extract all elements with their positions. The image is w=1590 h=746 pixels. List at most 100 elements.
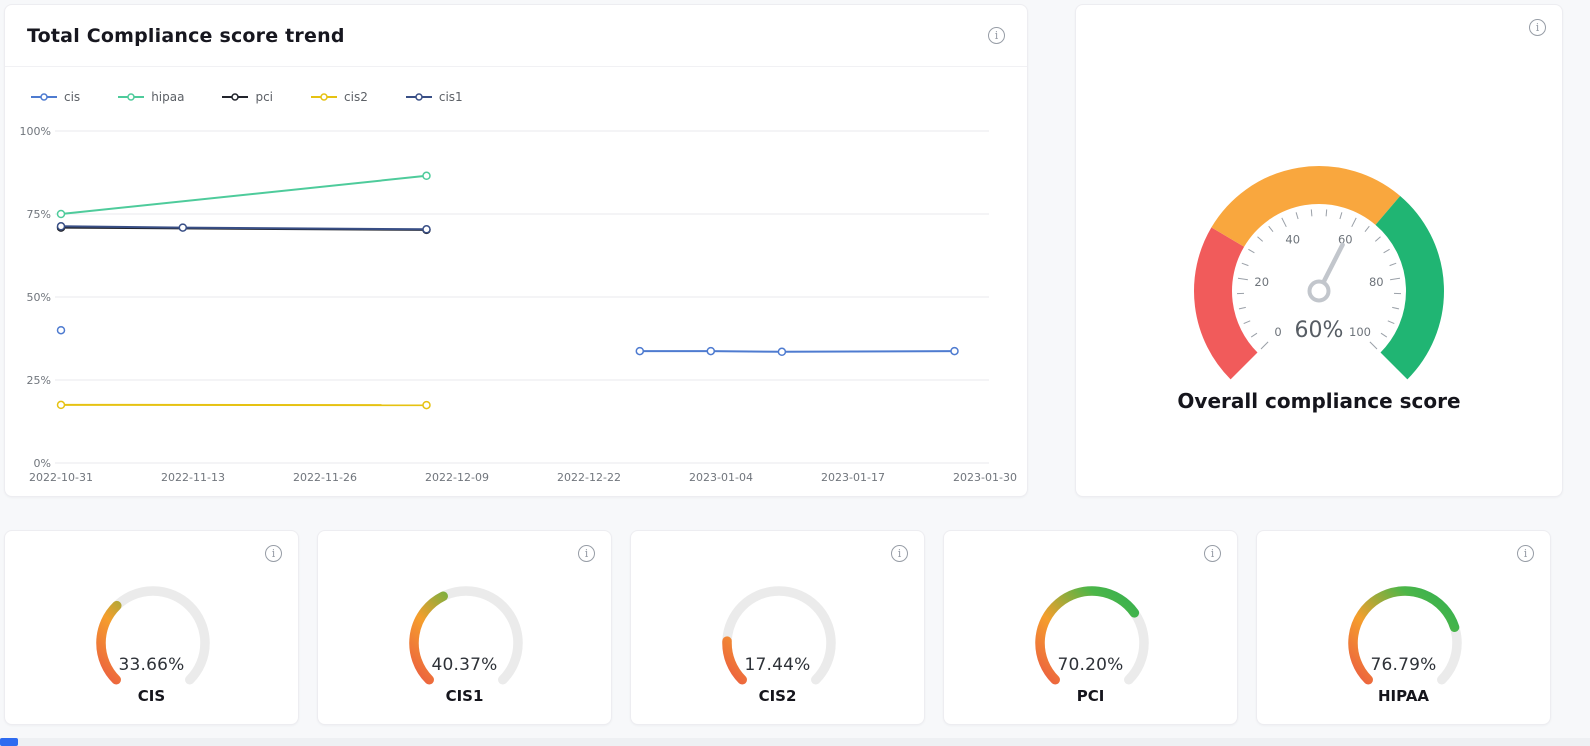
gauge-tick <box>1238 306 1246 310</box>
gauge-tick <box>1248 248 1255 254</box>
gauge-band <box>1194 227 1258 380</box>
info-icon[interactable]: i <box>265 545 282 562</box>
info-icon[interactable]: i <box>988 27 1005 44</box>
x-axis-label: 2022-12-09 <box>425 471 489 484</box>
gauge-tick <box>1241 262 1249 267</box>
legend-marker-icon <box>118 93 145 101</box>
gauge-axis-label: 20 <box>1254 275 1269 289</box>
mini-gauge-value-arc <box>96 600 122 685</box>
data-point-cis1[interactable] <box>56 222 66 231</box>
legend-label: cis <box>64 90 81 104</box>
info-icon[interactable]: i <box>578 545 595 562</box>
gauge-tick <box>1389 262 1397 267</box>
horizontal-scrollbar-track <box>0 738 1590 746</box>
score-value: 33.66% <box>118 655 185 675</box>
gauge-tick <box>1243 320 1251 325</box>
x-axis-label: 2022-10-31 <box>29 471 93 484</box>
gauge-axis-label: 100 <box>1349 325 1371 339</box>
data-point-cis2[interactable] <box>422 400 431 410</box>
overall-gauge-value: 60% <box>1295 318 1344 343</box>
gauge-tick <box>1339 212 1343 220</box>
legend-marker-icon <box>222 93 249 101</box>
score-label: CIS1 <box>445 687 484 705</box>
gauge-axis-label: 80 <box>1369 275 1384 289</box>
info-icon[interactable]: i <box>891 545 908 562</box>
legend-item-pci[interactable]: pci <box>222 90 273 104</box>
gauge-tick <box>1310 209 1313 217</box>
gauge-needle-hub <box>1307 279 1331 303</box>
trend-legend: cis hipaa pci cis2 cis1 <box>5 67 1027 109</box>
data-point-cis2[interactable] <box>56 400 66 410</box>
score-value: 70.20% <box>1057 655 1124 675</box>
legend-item-cis2[interactable]: cis2 <box>311 90 368 104</box>
gauge-tick <box>1257 236 1264 242</box>
legend-item-hipaa[interactable]: hipaa <box>118 90 184 104</box>
y-axis-label: 50% <box>27 291 51 304</box>
gauge-tick <box>1383 248 1390 254</box>
legend-label: pci <box>255 90 274 104</box>
mini-gauge <box>96 586 210 685</box>
mini-gauge <box>722 586 836 685</box>
horizontal-scrollbar-thumb[interactable] <box>0 738 18 746</box>
data-point-cis[interactable] <box>777 347 787 357</box>
y-axis-label: 100% <box>20 125 51 138</box>
overall-compliance-gauge: 60% 0 20 40 60 80 100 <box>1194 166 1444 380</box>
x-axis-label: 2022-11-26 <box>293 471 357 484</box>
legend-item-cis1[interactable]: cis1 <box>405 90 463 104</box>
data-point-cis[interactable] <box>635 346 645 356</box>
score-value: 17.44% <box>744 655 811 675</box>
mini-gauge <box>1035 586 1149 685</box>
gauge-tick <box>1374 236 1381 242</box>
trend-panel-header: Total Compliance score trend i <box>5 5 1027 67</box>
top-row: Total Compliance score trend i cis hipaa p… <box>4 4 1563 497</box>
overall-score-panel: i 60% 0 20 40 60 80 100 Overall compliance sc… <box>1075 4 1563 497</box>
x-axis-label: 2023-01-17 <box>821 471 885 484</box>
score-cards-row: i 33.66% CIS i 40.37% CIS1 i 17.44% CIS2… <box>0 497 1590 725</box>
series-line-hipaa <box>60 174 427 215</box>
y-axis-label: 0% <box>34 457 51 470</box>
score-card-cis2: i 17.44% CIS2 <box>630 530 925 725</box>
data-point-cis1[interactable] <box>422 225 431 234</box>
gauge-tick <box>1351 217 1357 228</box>
data-point-cis[interactable] <box>706 346 716 356</box>
score-label: HIPAA <box>1378 687 1429 705</box>
legend-label: cis1 <box>438 90 463 104</box>
score-card-hipaa: i 76.79% HIPAA <box>1256 530 1551 725</box>
overall-gauge-title: Overall compliance score <box>1177 389 1461 413</box>
mini-gauge <box>1348 586 1462 685</box>
info-icon[interactable]: i <box>1204 545 1221 562</box>
data-point-cis[interactable] <box>950 346 959 356</box>
y-axis-label: 25% <box>27 374 51 387</box>
x-axis-label: 2023-01-30 <box>953 471 1017 484</box>
mini-gauge-value-arc <box>1035 586 1140 685</box>
x-axis-label: 2023-01-04 <box>689 471 753 484</box>
info-icon[interactable]: i <box>1517 545 1534 562</box>
data-point-hipaa[interactable] <box>422 171 431 181</box>
score-card-pci: i 70.20% PCI <box>943 530 1238 725</box>
trend-panel: Total Compliance score trend i cis hipaa p… <box>4 4 1028 497</box>
data-point-hipaa[interactable] <box>56 209 66 219</box>
score-value: 40.37% <box>431 655 498 675</box>
trend-panel-title: Total Compliance score trend <box>27 24 345 47</box>
info-icon[interactable]: i <box>1529 19 1546 36</box>
data-point-cis[interactable] <box>56 325 66 335</box>
gauge-band <box>1375 195 1444 380</box>
legend-marker-icon <box>31 93 57 101</box>
mini-gauge-value-arc <box>722 636 747 685</box>
data-point-cis1[interactable] <box>178 223 188 232</box>
legend-marker-icon <box>405 93 432 101</box>
mini-gauge-value-arc <box>409 591 448 685</box>
gauge-tick <box>1325 209 1328 217</box>
mini-gauge-value-arc <box>1348 586 1460 685</box>
gauge-tick <box>1281 217 1287 228</box>
legend-label: hipaa <box>151 90 185 104</box>
gauge-tick <box>1390 277 1401 281</box>
legend-item-cis[interactable]: cis <box>31 90 80 104</box>
mini-gauge <box>409 586 523 685</box>
x-axis-label: 2022-12-22 <box>557 471 621 484</box>
gauge-tick <box>1250 332 1258 338</box>
score-label: CIS2 <box>758 687 797 705</box>
score-card-cis: i 33.66% CIS <box>4 530 299 725</box>
gauge-axis-label: 40 <box>1285 232 1300 246</box>
